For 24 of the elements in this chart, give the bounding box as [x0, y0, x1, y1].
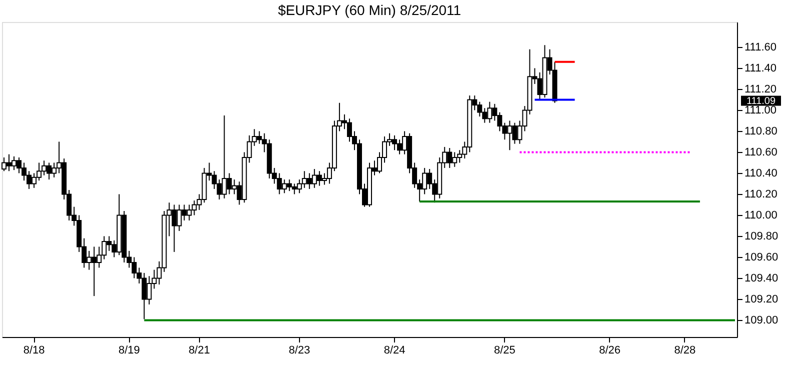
x-tick-label: 8/23 — [288, 344, 310, 356]
y-tick-label: 110.40 — [744, 168, 778, 180]
chart-title: $EURJPY (60 Min) 8/25/2011 — [278, 2, 462, 18]
x-tick-label: 8/28 — [674, 344, 696, 356]
text: 111.09 — [746, 96, 776, 107]
y-tick-label: 110.00 — [744, 210, 778, 222]
y-tick-label: 109.00 — [744, 314, 778, 327]
y-tick-label: 109.20 — [744, 294, 778, 306]
y-tick-label: 110.60 — [744, 146, 778, 159]
y-tick-label: 109.60 — [744, 252, 778, 264]
y-tick-label: 110.20 — [744, 188, 778, 201]
y-tick-label: 109.80 — [744, 230, 778, 243]
y-tick-label: 111.20 — [744, 84, 777, 96]
x-tick-label: 8/18 — [23, 344, 45, 356]
x-tick-label: 8/25 — [494, 344, 516, 356]
x-tick-label: 8/19 — [118, 344, 140, 356]
y-tick-label: 109.40 — [744, 272, 778, 285]
x-tick-label: 8/24 — [384, 344, 406, 356]
x-tick-label: 8/21 — [188, 344, 210, 356]
y-tick-label: 111.00 — [744, 104, 777, 117]
y-tick-label: 111.60 — [744, 42, 777, 54]
y-tick-label: 110.80 — [744, 126, 778, 138]
x-tick-label: 8/26 — [599, 344, 621, 356]
y-tick-label: 111.40 — [744, 62, 777, 75]
